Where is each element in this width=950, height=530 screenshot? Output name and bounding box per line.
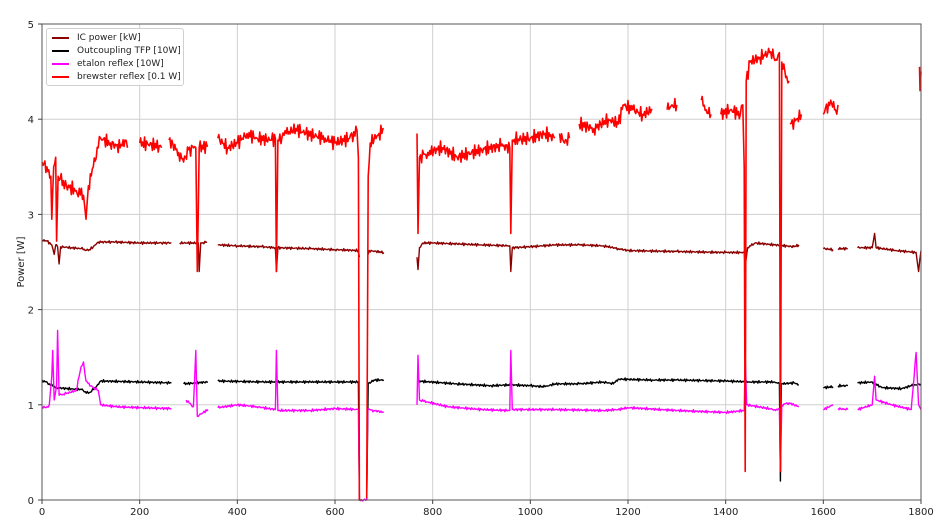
x-tick-label: 0 bbox=[39, 507, 45, 518]
x-tick-label: 1000 bbox=[518, 507, 543, 518]
series-line bbox=[823, 385, 834, 390]
x-tick-label: 400 bbox=[228, 507, 247, 518]
x-tick-label: 600 bbox=[325, 507, 344, 518]
series-1 bbox=[41, 377, 922, 502]
y-tick-label: 0 bbox=[28, 496, 34, 507]
series-line bbox=[41, 329, 172, 411]
series-line bbox=[138, 136, 163, 153]
series-line bbox=[168, 137, 209, 273]
data-series bbox=[41, 47, 922, 502]
y-axis-label: Power [W] bbox=[16, 236, 27, 287]
series-line bbox=[822, 99, 839, 115]
series-line bbox=[857, 380, 922, 391]
series-line bbox=[365, 124, 384, 499]
x-tick-label: 1400 bbox=[713, 507, 738, 518]
series-3 bbox=[41, 47, 922, 501]
y-tick-label: 4 bbox=[28, 115, 34, 126]
series-line bbox=[823, 404, 834, 411]
legend-swatch-icon bbox=[52, 63, 69, 65]
axis-ticks: 0 200 400 600 800 1000 1200 1400 1600 1800 0 1 2 3 4 5 bbox=[28, 20, 934, 518]
series-line bbox=[217, 123, 361, 501]
x-tick-label: 1800 bbox=[908, 507, 933, 518]
y-tick-label: 1 bbox=[28, 401, 34, 412]
series-line bbox=[185, 349, 209, 418]
series-line bbox=[558, 132, 571, 146]
series-line bbox=[41, 379, 172, 395]
legend: IC power [kW] Outcoupling TFP [10W] etal… bbox=[46, 28, 184, 86]
y-tick-label: 5 bbox=[28, 20, 34, 31]
series-line bbox=[822, 247, 834, 252]
series-line bbox=[41, 238, 172, 265]
series-line bbox=[837, 246, 848, 251]
legend-item-brewster-reflex: brewster reflex [0.1 W] bbox=[52, 71, 181, 83]
series-line bbox=[217, 349, 385, 502]
series-line bbox=[416, 349, 800, 473]
legend-swatch-icon bbox=[52, 76, 69, 78]
legend-label: Outcoupling TFP [10W] bbox=[77, 46, 181, 56]
legend-label: brewster reflex [0.1 W] bbox=[77, 72, 181, 82]
x-tick-label: 1600 bbox=[811, 507, 836, 518]
legend-item-ic-power: IC power [kW] bbox=[52, 32, 141, 44]
series-line bbox=[700, 95, 712, 119]
series-line bbox=[366, 378, 385, 501]
series-line bbox=[217, 379, 363, 502]
series-line bbox=[183, 380, 209, 386]
series-line bbox=[578, 99, 653, 136]
x-tick-label: 1200 bbox=[615, 507, 640, 518]
series-line bbox=[179, 240, 208, 273]
series-line bbox=[416, 377, 800, 482]
x-tick-label: 800 bbox=[423, 507, 442, 518]
x-tick-label: 200 bbox=[130, 507, 149, 518]
series-line bbox=[416, 241, 800, 273]
legend-label: etalon reflex [10W] bbox=[77, 59, 164, 69]
series-line bbox=[416, 126, 556, 235]
legend-swatch-icon bbox=[52, 50, 69, 52]
legend-swatch-icon bbox=[52, 37, 69, 39]
series-line bbox=[789, 109, 803, 130]
series-line bbox=[837, 383, 849, 388]
series-line bbox=[666, 97, 678, 112]
y-tick-label: 3 bbox=[28, 210, 34, 221]
series-line bbox=[837, 407, 849, 411]
plot-frame bbox=[41, 23, 922, 501]
series-line bbox=[857, 232, 922, 273]
legend-item-etalon-reflex: etalon reflex [10W] bbox=[52, 58, 164, 70]
series-line bbox=[720, 47, 790, 473]
series-line bbox=[217, 243, 361, 273]
series-line bbox=[41, 133, 129, 242]
y-tick-label: 2 bbox=[28, 306, 34, 317]
series-line bbox=[367, 249, 385, 255]
grid-lines bbox=[41, 23, 922, 501]
series-2 bbox=[41, 329, 922, 502]
series-0 bbox=[41, 232, 922, 273]
legend-label: IC power [kW] bbox=[77, 33, 141, 43]
legend-item-outcoupling-tfp: Outcoupling TFP [10W] bbox=[52, 45, 181, 57]
series-line bbox=[857, 351, 922, 411]
